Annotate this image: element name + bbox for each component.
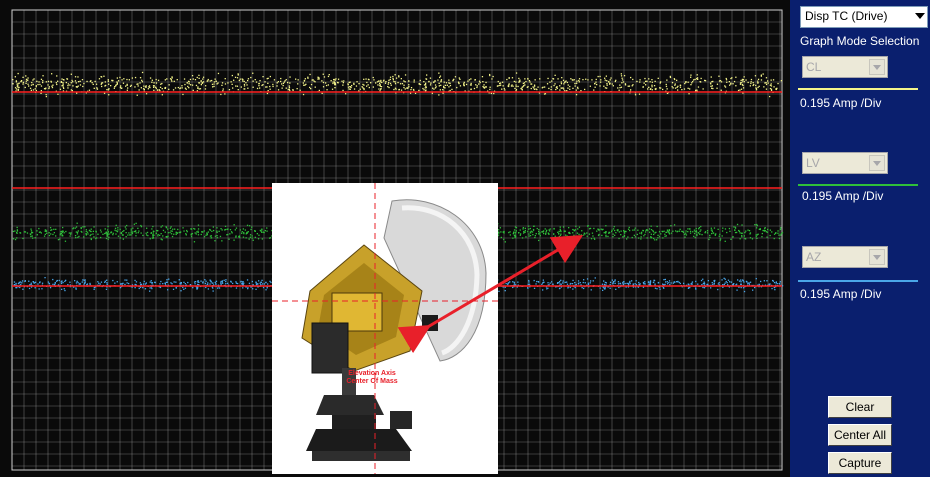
graph-mode-dropdown[interactable]: Disp TC (Drive) bbox=[800, 6, 928, 28]
caption-line-2: Center Of Mass bbox=[346, 378, 397, 385]
channel-2-scale: 0.195 Amp /Div bbox=[802, 189, 884, 203]
clear-button[interactable]: Clear bbox=[828, 396, 892, 418]
chevron-down-icon[interactable] bbox=[869, 155, 885, 171]
channel-2-color-line bbox=[798, 184, 918, 186]
channel-1-color-line bbox=[798, 88, 918, 90]
chevron-down-icon[interactable] bbox=[915, 13, 925, 19]
channel-3-name: AZ bbox=[806, 250, 822, 264]
center-all-button[interactable]: Center All bbox=[828, 424, 892, 446]
channel-1-dropdown[interactable]: CL bbox=[802, 56, 888, 78]
pedestal-base bbox=[306, 429, 412, 451]
caption-line-1: Elevation Axis bbox=[348, 370, 396, 377]
antenna-illustration: Elevation Axis Center Of Mass bbox=[272, 183, 498, 474]
channel-1-scale: 0.195 Amp /Div bbox=[800, 96, 882, 110]
chevron-down-icon[interactable] bbox=[869, 249, 885, 265]
chevron-down-icon[interactable] bbox=[869, 59, 885, 75]
pedestal-post bbox=[342, 368, 356, 398]
control-panel: Disp TC (Drive) Graph Mode Selection CL … bbox=[790, 0, 930, 477]
feed-block bbox=[422, 315, 438, 331]
pedestal-ring bbox=[332, 415, 376, 429]
pedestal-mount bbox=[316, 395, 384, 415]
channel-2-dropdown[interactable]: LV bbox=[802, 152, 888, 174]
channel-2-name: LV bbox=[806, 156, 820, 170]
graph-mode-value: Disp TC (Drive) bbox=[805, 9, 888, 23]
trace-cl bbox=[12, 71, 783, 98]
capture-button[interactable]: Capture bbox=[828, 452, 892, 474]
trace-lv bbox=[12, 222, 784, 243]
base-plate bbox=[312, 451, 410, 461]
graph-mode-title: Graph Mode Selection bbox=[800, 34, 920, 48]
antenna-photo: Elevation Axis Center Of Mass bbox=[272, 183, 498, 474]
base-motor bbox=[390, 411, 412, 429]
channel-3-color-line bbox=[798, 280, 918, 282]
channel-3-scale: 0.195 Amp /Div bbox=[800, 287, 882, 301]
channel-1-name: CL bbox=[806, 60, 822, 74]
drive-motor bbox=[311, 322, 349, 374]
channel-3-dropdown[interactable]: AZ bbox=[802, 246, 888, 268]
